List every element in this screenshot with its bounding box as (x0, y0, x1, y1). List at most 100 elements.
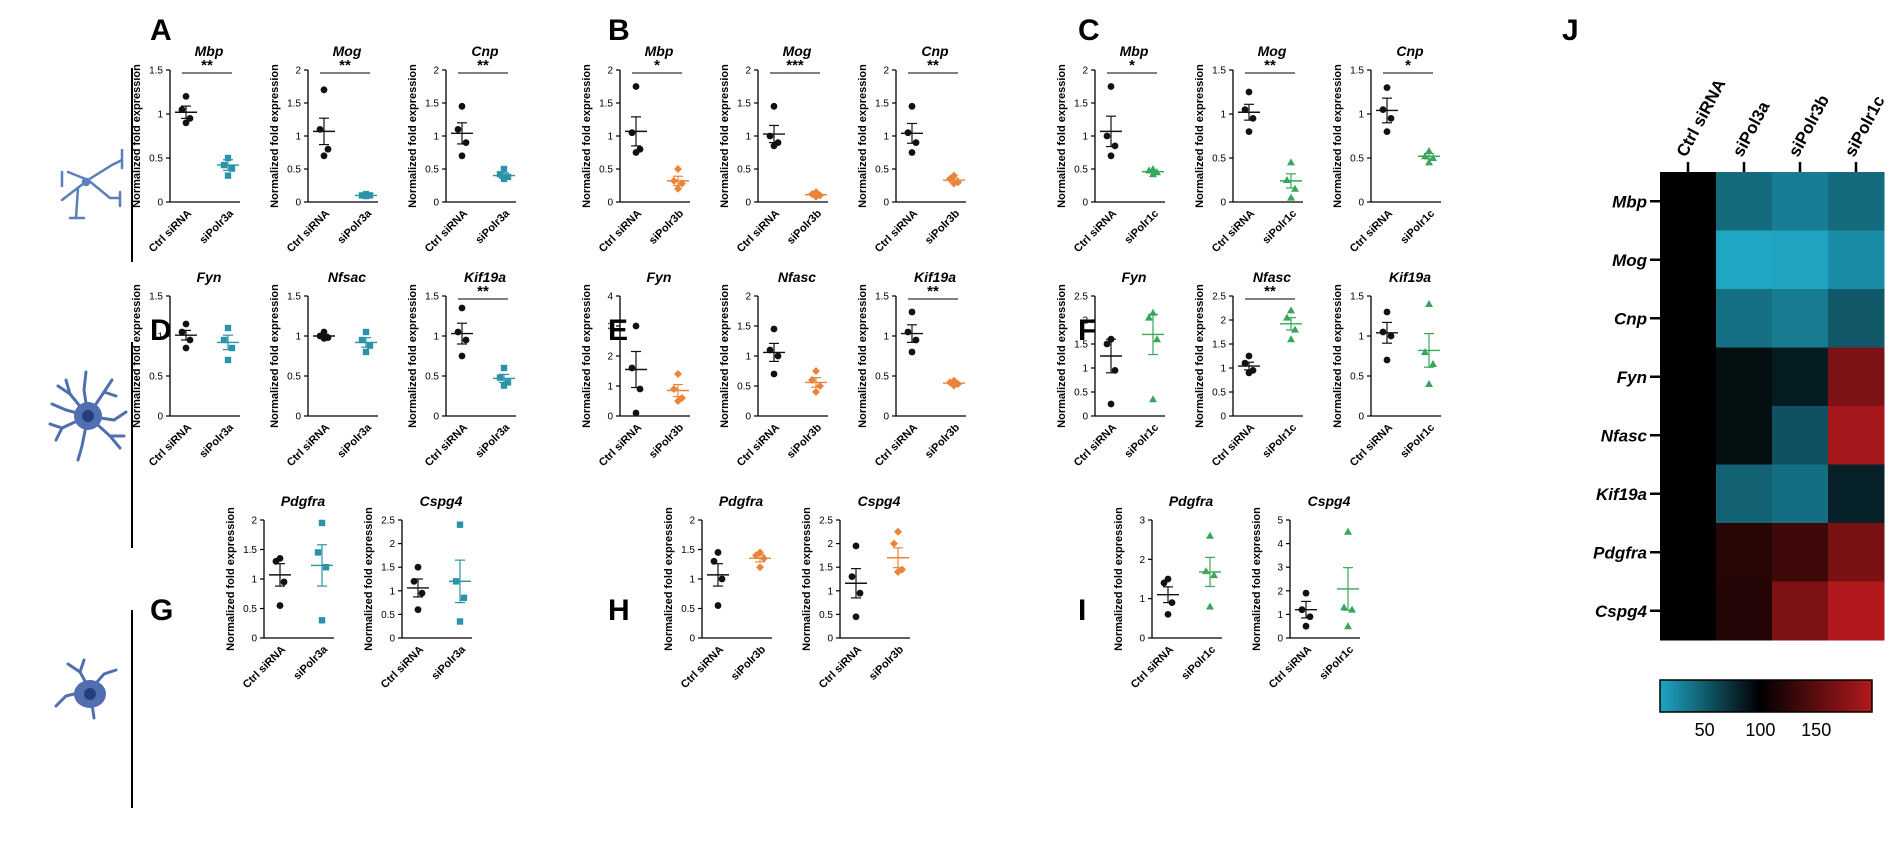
y-tick-label: 0 (745, 198, 751, 209)
data-point (674, 370, 682, 378)
data-point (418, 589, 426, 597)
x-tick-label-treatment: siPolr1c (1398, 422, 1437, 461)
data-point (1245, 352, 1253, 360)
y-axis-label: Normalized fold expression (1194, 64, 1206, 208)
data-point (500, 175, 508, 183)
y-tick-label: 2 (1082, 316, 1088, 327)
significance-label: ** (927, 283, 939, 300)
data-point (808, 376, 816, 384)
data-point (1340, 603, 1348, 611)
heatmap-cell (1716, 464, 1773, 524)
data-point (908, 308, 916, 316)
group-ctrl (313, 328, 335, 342)
group-ctrl (763, 102, 785, 150)
data-point (320, 152, 328, 160)
y-tick-label: 1 (433, 132, 439, 143)
data-point (770, 142, 778, 150)
y-tick-label: 3 (607, 322, 613, 333)
x-tick-label-ctrl: Ctrl siRNA (1267, 644, 1314, 691)
y-tick-label: 0.5 (425, 372, 439, 383)
y-axis-label: Normalized fold expression (719, 64, 731, 208)
data-point (454, 328, 462, 336)
chart-title: Mog (1258, 43, 1287, 59)
group-ctrl (1100, 335, 1122, 408)
y-tick-label: 0 (689, 634, 695, 645)
heatmap-column-label: siPol3a (1729, 98, 1774, 160)
data-point (224, 154, 232, 162)
heatmap-cell (1772, 289, 1829, 348)
heatmap-cell (1772, 347, 1829, 407)
data-point (1107, 152, 1115, 160)
data-point (1287, 306, 1295, 314)
group-ctrl (451, 102, 473, 160)
heatmap-cell (1716, 581, 1773, 641)
heatmap-column-label: siPolr3b (1785, 92, 1833, 160)
significance-label: ** (1264, 57, 1276, 74)
y-tick-label: 0.5 (1212, 388, 1226, 399)
y-tick-label: 1.5 (287, 292, 301, 303)
data-point (454, 125, 462, 133)
y-tick-label: 0.5 (287, 372, 301, 383)
group-ctrl (451, 304, 473, 360)
x-tick-label-ctrl: Ctrl siRNA (1072, 208, 1119, 255)
y-axis-label: Normalized fold expression (131, 284, 143, 428)
chart-title: Fyn (1122, 269, 1147, 285)
x-tick-label-treatment: siPolr1c (1260, 208, 1299, 247)
data-point (674, 397, 682, 405)
y-axis-label: Normalized fold expression (581, 64, 593, 208)
heatmap-cell (1772, 464, 1829, 524)
y-tick-label: 0.5 (875, 372, 889, 383)
x-tick-label-treatment: siPolr3b (923, 421, 962, 460)
y-tick-label: 0.5 (1074, 388, 1088, 399)
x-tick-label-ctrl: Ctrl siRNA (1129, 644, 1176, 691)
cell-icons (48, 148, 128, 720)
x-tick-label-treatment: siPolr3a (291, 643, 330, 682)
x-tick-label-treatment: siPolr3b (923, 207, 962, 246)
y-tick-label: 2 (607, 352, 613, 363)
data-point (1421, 152, 1429, 160)
group-treatment (449, 521, 471, 625)
y-tick-label: 0 (433, 412, 439, 423)
data-point (1287, 158, 1295, 166)
y-tick-label: 1 (157, 332, 163, 343)
y-axis-label: Normalized fold expression (801, 507, 813, 651)
x-tick-label-treatment: siPolr1c (1260, 422, 1299, 461)
scatter-panel-e-nfasc: Nfasc 0 0.5 1 1.5 2 Normalized fold expression… (719, 269, 828, 469)
chart-title: Pdgfra (1169, 493, 1214, 509)
heatmap-cell (1828, 347, 1885, 407)
y-tick-label: 1.5 (681, 545, 695, 556)
heatmap-cell (1660, 523, 1717, 582)
data-point (318, 617, 326, 624)
data-point (1206, 602, 1214, 610)
data-point (894, 527, 902, 536)
y-axis-label: Normalized fold expression (1332, 284, 1344, 428)
data-point (894, 567, 902, 576)
y-tick-label: 1 (689, 575, 695, 586)
y-tick-label: 1.5 (599, 99, 613, 110)
heatmap-column-label: Ctrl siRNA (1673, 76, 1730, 160)
y-axis-label: Normalized fold expression (719, 284, 731, 428)
data-point (366, 192, 374, 199)
y-tick-label: 0 (295, 412, 301, 423)
scatter-panel-a-mog: Mog 0 0.5 1 1.5 2 Normalized fold expression Ct… (269, 43, 378, 255)
y-tick-label: 0.5 (681, 604, 695, 615)
scatter-panel-e-fyn: Fyn 0 1 2 3 4 Normalized fold expression Ctrl s… (581, 269, 690, 469)
scatter-panel-g-pdgfra: Pdgfra 0 0.5 1 1.5 2 Normalized fold expressio… (225, 493, 334, 691)
y-tick-label: 0 (1082, 198, 1088, 209)
chart-title: Pdgfra (719, 493, 764, 509)
data-point (946, 174, 954, 183)
y-tick-label: 1.5 (737, 322, 751, 333)
x-tick-label-ctrl: Ctrl siRNA (1348, 422, 1395, 469)
chart-title: Mbp (195, 43, 224, 59)
y-tick-label: 1.5 (381, 563, 395, 574)
y-tick-label: 1.5 (149, 292, 163, 303)
y-tick-label: 0.5 (875, 165, 889, 176)
data-point (1425, 158, 1433, 166)
x-tick-label-ctrl: Ctrl siRNA (423, 208, 470, 255)
group-treatment (1337, 527, 1359, 630)
data-point (318, 519, 326, 527)
data-point (182, 320, 190, 328)
data-point (812, 192, 820, 201)
data-point (752, 551, 760, 560)
y-tick-label: 1 (157, 110, 163, 121)
